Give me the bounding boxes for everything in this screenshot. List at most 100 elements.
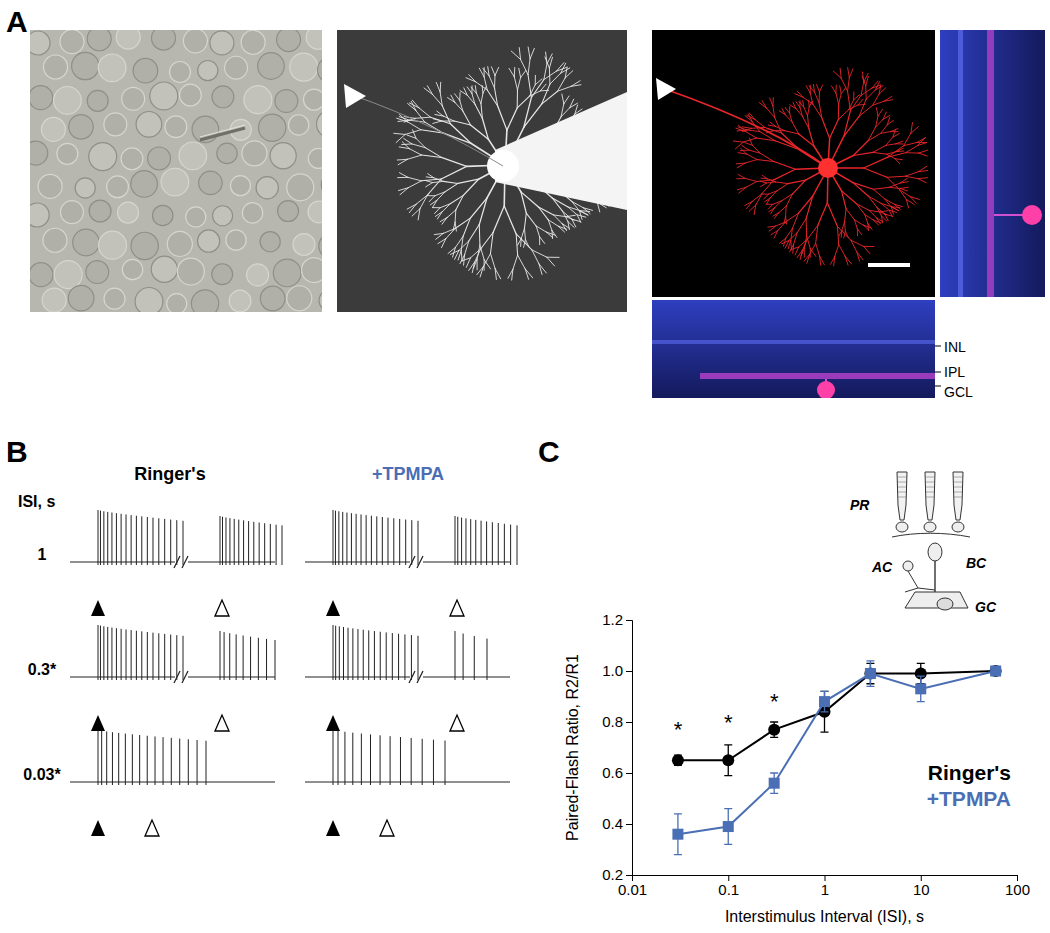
spike xyxy=(344,732,345,785)
trace xyxy=(70,510,282,616)
disc xyxy=(898,497,906,498)
pr-terminal xyxy=(952,522,964,532)
dendrite xyxy=(904,142,917,145)
dendrite xyxy=(570,103,578,107)
dendrite xyxy=(841,88,846,94)
cell xyxy=(229,290,251,312)
disc xyxy=(898,487,906,488)
cell xyxy=(54,261,82,289)
dendrite xyxy=(918,178,928,179)
dendrite xyxy=(470,198,487,218)
dendrite xyxy=(473,259,477,268)
dendrite xyxy=(880,212,887,215)
dendrite xyxy=(918,170,927,171)
spike xyxy=(387,518,388,565)
spike xyxy=(393,518,394,565)
spike xyxy=(398,634,399,680)
dendrite xyxy=(430,200,437,205)
disc xyxy=(926,497,934,498)
dendrite xyxy=(542,91,558,104)
dendrite xyxy=(741,148,747,154)
dendrite xyxy=(436,82,440,92)
cell xyxy=(151,30,175,50)
dendrite xyxy=(554,215,562,224)
spike xyxy=(179,739,180,785)
dendrite xyxy=(892,207,899,211)
dendrite xyxy=(408,177,421,180)
dendrite xyxy=(876,119,883,127)
x-tick: 1 xyxy=(821,875,829,898)
dendrite xyxy=(528,75,531,98)
dendrite xyxy=(536,226,539,237)
dendrite xyxy=(761,183,767,187)
spike xyxy=(418,636,419,680)
data-point xyxy=(819,696,830,707)
dendrite xyxy=(407,204,416,209)
dendrite xyxy=(879,88,886,94)
cell xyxy=(44,55,68,79)
cell xyxy=(213,206,233,226)
flash-arrow xyxy=(91,820,105,836)
spike xyxy=(390,736,391,785)
cell xyxy=(104,113,127,136)
dendrite xyxy=(858,99,863,105)
background xyxy=(0,0,1050,933)
photoreceptor xyxy=(897,472,907,520)
pipette xyxy=(495,92,627,210)
cell xyxy=(317,110,322,138)
dendrite xyxy=(561,68,570,73)
spike xyxy=(98,510,99,565)
cell xyxy=(151,256,177,282)
cell xyxy=(38,174,62,198)
dendrite xyxy=(742,127,751,128)
dendrite xyxy=(900,182,908,183)
dendrite xyxy=(859,105,873,116)
cell xyxy=(86,261,109,284)
dendrite xyxy=(784,217,786,224)
spike xyxy=(158,518,159,565)
data-point xyxy=(990,665,1002,677)
cell xyxy=(57,143,78,164)
dendrite xyxy=(552,198,567,207)
spike xyxy=(106,731,107,785)
cell xyxy=(197,230,219,252)
inset-label: AC xyxy=(871,559,893,575)
spike xyxy=(400,737,401,785)
dendrite xyxy=(792,122,799,134)
pipette-edge xyxy=(200,125,245,137)
spike xyxy=(111,513,112,565)
dendrite xyxy=(827,203,837,227)
baseline xyxy=(188,561,275,562)
spike xyxy=(183,636,184,680)
bottom-section xyxy=(652,300,935,398)
dendrite xyxy=(532,250,539,264)
dendrite xyxy=(408,155,422,159)
ganglion-cell xyxy=(905,592,968,608)
dendrite xyxy=(919,150,928,153)
dendrite xyxy=(773,201,782,204)
dendrite xyxy=(868,196,877,207)
dendrite xyxy=(785,206,787,216)
dendrite xyxy=(399,188,409,191)
dendrite xyxy=(493,206,504,232)
soma xyxy=(818,158,838,178)
spike xyxy=(370,734,371,785)
y-axis-line xyxy=(626,621,633,876)
cell xyxy=(131,171,158,198)
spike xyxy=(98,730,99,785)
y-tick-label: 1.2 xyxy=(602,611,623,628)
dendrite xyxy=(841,78,847,91)
cell xyxy=(87,30,111,51)
flash-arrow-open xyxy=(450,600,464,616)
dendrite xyxy=(580,211,588,215)
dendrite xyxy=(475,104,482,118)
dendrite xyxy=(544,64,547,80)
dendrite xyxy=(896,141,903,144)
dendrite xyxy=(780,238,786,243)
dendrite xyxy=(420,195,428,209)
dendrite xyxy=(495,67,499,75)
dendrite xyxy=(769,208,775,212)
dendrite xyxy=(535,75,536,84)
dendrite xyxy=(906,146,918,153)
spike xyxy=(405,520,406,565)
